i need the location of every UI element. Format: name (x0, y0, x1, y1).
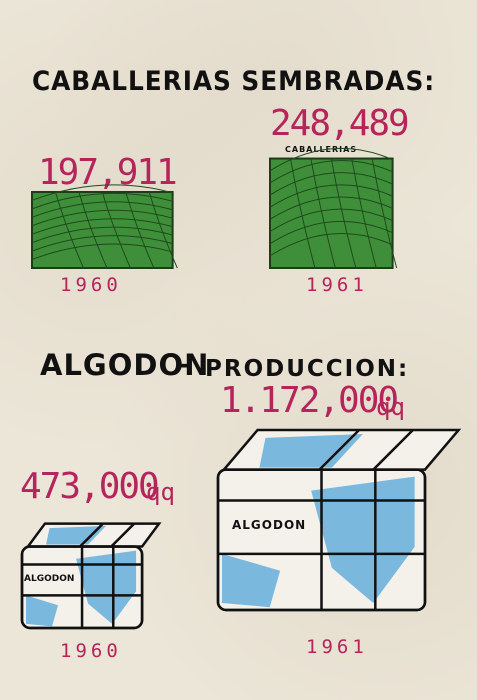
year-label-1961-algodon: 1961 (306, 636, 368, 658)
algodon-title-dash: - (180, 350, 192, 380)
value-label-1961-caballerias: 248,489 (270, 103, 410, 144)
field-bar-1960 (31, 184, 178, 270)
year-label-1960-caballerias: 1960 (60, 274, 122, 296)
algodon-title-suffix: PRODUCCION: (205, 356, 410, 382)
bale-bar-1961 (216, 428, 462, 612)
unit-label-1960-algodon: qq (146, 478, 175, 506)
value-label-1960-caballerias: 197,911 (38, 152, 178, 193)
value-label-1961-algodon: 1.172,000 (220, 380, 399, 421)
field-bar-1961 (269, 147, 398, 269)
unit-label-1961-caballerias: CABALLERIAS (285, 145, 358, 154)
year-label-1961-caballerias: 1961 (306, 274, 368, 296)
bale-label-1960: ALGODON (24, 574, 75, 584)
caballerias-title: CABALLERIAS SEMBRADAS: (32, 66, 436, 97)
unit-label-1961-algodon: qq (376, 393, 405, 421)
year-label-1960-algodon: 1960 (60, 640, 122, 662)
bale-bar-1960 (20, 522, 162, 630)
bale-label-1961: ALGODON (232, 518, 307, 532)
value-label-1960-algodon: 473,000 (20, 466, 160, 507)
algodon-title: ALGODON (40, 348, 210, 382)
